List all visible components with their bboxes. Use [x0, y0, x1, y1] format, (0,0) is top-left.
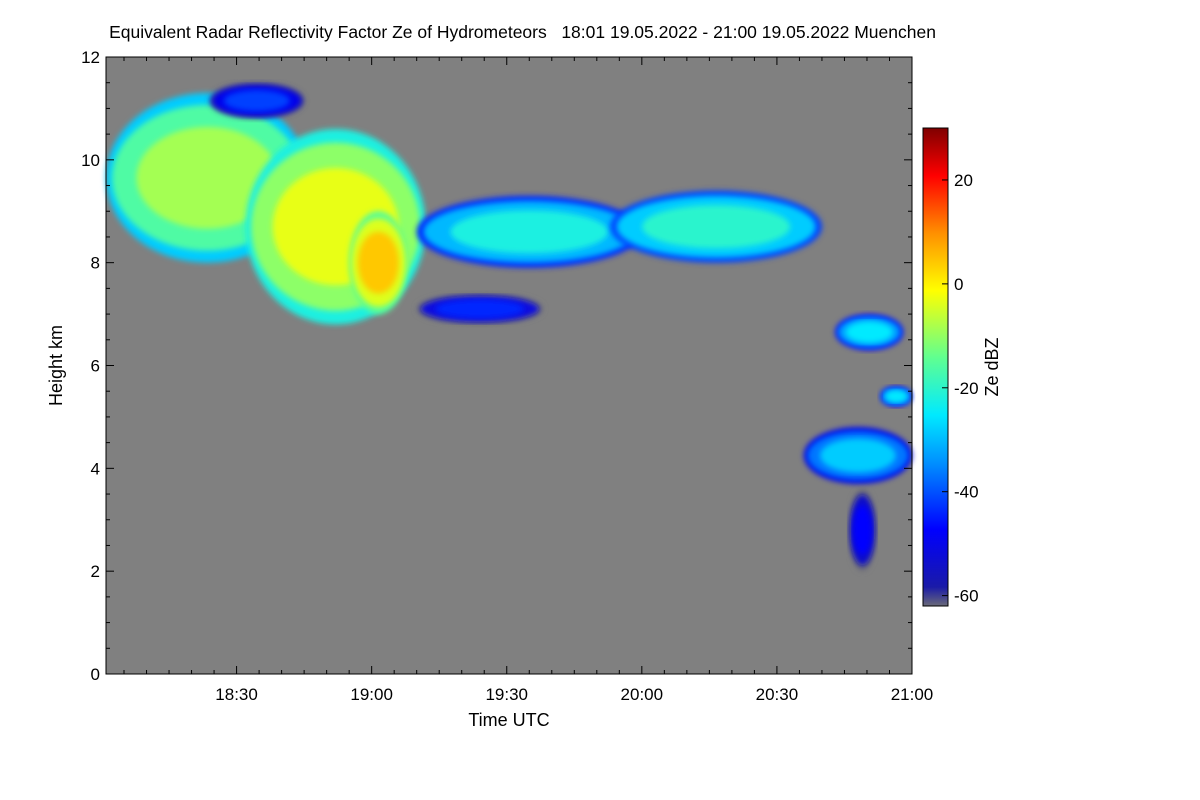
echo-mid-cloud-fallstreak: [848, 488, 876, 572]
y-tick-label: 4: [91, 459, 100, 478]
colorbar-label: Ze dBZ: [982, 337, 1002, 396]
colorbar-tick-label: 20: [954, 171, 973, 190]
y-tick-label: 10: [81, 151, 100, 170]
echo-small-cloud-1: [835, 314, 903, 351]
x-tick-label: 21:00: [891, 685, 934, 704]
axes: 18:30 19:00 19:30 20:00 20:30 21:00 0 2 4 6 8 10 12 T…: [46, 48, 933, 730]
y-tick-label: 12: [81, 48, 100, 67]
y-tick-label: 6: [91, 357, 100, 376]
x-tick-label: 20:30: [756, 685, 799, 704]
colorbar-tick-label: -20: [954, 379, 979, 398]
colorbar-tick-label: -40: [954, 483, 979, 502]
echo-mid-cloud: [803, 427, 912, 484]
plot-area: [106, 57, 912, 674]
x-axis-label: Time UTC: [468, 710, 549, 730]
chart-title: Equivalent Radar Reflectivity Factor Ze …: [109, 22, 936, 42]
y-tick-label: 8: [91, 254, 100, 273]
y-axis-label: Height km: [46, 325, 66, 406]
echo-small-cloud-2: [880, 386, 912, 407]
colorbar: 20 0 -20 -40 -60 Ze dBZ: [922, 127, 1002, 607]
echo-fall-streak: [349, 211, 408, 315]
echo-band-east-1: [416, 195, 642, 268]
echo-band-east-2: [610, 190, 822, 263]
x-tick-label: 20:00: [621, 685, 664, 704]
x-tick-label: 18:30: [215, 685, 258, 704]
colorbar-tick-label: 0: [954, 275, 963, 294]
y-tick-label: 2: [91, 562, 100, 581]
x-tick-label: 19:00: [350, 685, 393, 704]
y-tick-label: 0: [91, 665, 100, 684]
colorbar-scale: [922, 127, 949, 607]
echo-tongue-lower: [416, 293, 543, 325]
x-tick-label: 19:30: [485, 685, 528, 704]
echo-upper-edge: [209, 82, 305, 119]
echo-anvil-core: [245, 128, 426, 325]
colorbar-tick-label: -60: [954, 587, 979, 606]
